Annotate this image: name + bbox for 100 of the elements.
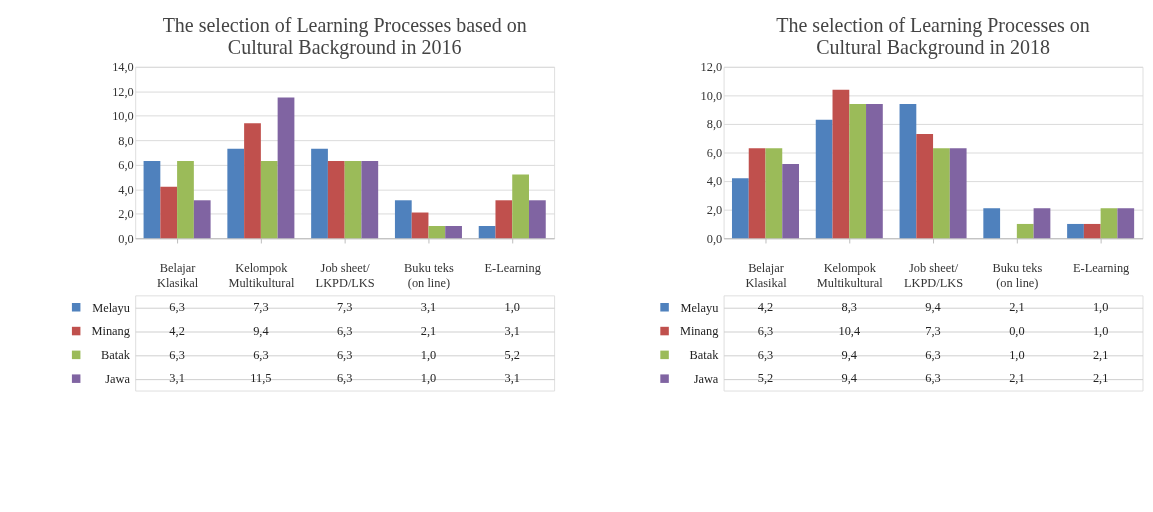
bar <box>227 148 245 239</box>
data-label: 10,4 <box>838 323 861 338</box>
data-label: 3,1 <box>504 371 520 386</box>
data-label: 1,0 <box>1092 300 1109 315</box>
y-tick-label: 4,0 <box>118 182 134 197</box>
bar <box>361 161 379 239</box>
data-label: 5,2 <box>504 347 520 362</box>
data-label: 9,4 <box>925 300 941 315</box>
y-tick-label: 8,0 <box>118 133 134 148</box>
bar <box>1016 223 1034 239</box>
y-tick-label: 8,0 <box>706 117 723 132</box>
y-tick-label: 6,0 <box>706 145 723 160</box>
y-tick-label: 2,0 <box>118 207 134 222</box>
data-label: 1,0 <box>1092 323 1109 338</box>
bar <box>177 161 194 239</box>
y-tick-label: 14,0 <box>112 60 134 75</box>
x-tick-label: Buku teks (on line) <box>404 261 454 291</box>
bar <box>411 212 429 239</box>
bar <box>478 225 496 239</box>
data-label: 6,3 <box>169 347 185 362</box>
legend-label: Minang <box>91 324 130 339</box>
bar <box>394 200 412 239</box>
bar <box>849 103 867 239</box>
y-tick-label: 12,0 <box>700 60 723 75</box>
data-label: 2,1 <box>1009 300 1025 315</box>
data-label: 5,2 <box>757 371 774 386</box>
x-tick-label: E-Learning <box>484 261 541 276</box>
data-label: 9,4 <box>841 371 857 386</box>
bar <box>1033 208 1051 239</box>
x-tick-label: Belajar Klasikal <box>156 261 199 291</box>
bar <box>765 148 783 239</box>
bar <box>428 225 446 239</box>
bar <box>344 161 362 239</box>
y-tick-label: 4,0 <box>706 174 723 189</box>
bar <box>933 148 950 239</box>
legend-label: Jawa <box>105 371 131 386</box>
y-tick-label: 6,0 <box>118 158 134 173</box>
data-label: 7,3 <box>336 300 353 315</box>
bar <box>528 200 546 239</box>
data-label: 4,2 <box>169 323 185 338</box>
bar <box>1117 208 1135 239</box>
data-label: 6,3 <box>757 347 774 362</box>
data-label: 11,5 <box>250 371 272 386</box>
legend-label: Melayu <box>680 300 719 315</box>
data-label: 1,0 <box>1009 347 1025 362</box>
bar <box>244 123 261 239</box>
bar <box>983 208 1001 239</box>
data-label: 6,3 <box>925 371 941 386</box>
data-label: 1,0 <box>504 300 520 315</box>
data-label: 7,3 <box>253 300 269 315</box>
bar <box>899 103 917 239</box>
chart-title: The selection of Learning Processes on Cultural Background in 2018 <box>776 13 1090 59</box>
bar <box>445 225 462 239</box>
data-label: 6,3 <box>757 323 774 338</box>
legend-label: Batak <box>101 348 131 363</box>
bar <box>311 148 328 239</box>
data-label: 1,0 <box>420 347 437 362</box>
y-tick-label: 0,0 <box>706 231 723 246</box>
bar <box>949 148 967 239</box>
data-label: 6,3 <box>925 347 941 362</box>
data-label: 6,3 <box>253 347 269 362</box>
bar <box>1067 223 1084 239</box>
data-label: 2,1 <box>1092 371 1109 386</box>
bar <box>160 186 178 239</box>
bar <box>832 89 850 239</box>
data-label: 2,1 <box>1092 347 1109 362</box>
data-label: 2,1 <box>420 323 437 338</box>
bar <box>512 174 529 239</box>
data-label: 3,1 <box>420 300 437 315</box>
bar <box>866 103 883 239</box>
data-label: 3,1 <box>504 323 520 338</box>
chart-title: The selection of Learning Processes based on Cultural Background in 2016 <box>162 13 527 59</box>
data-label: 4,2 <box>757 300 774 315</box>
data-label: 3,1 <box>169 371 185 386</box>
data-label: 2,1 <box>1009 371 1025 386</box>
data-label: 8,3 <box>841 300 857 315</box>
legend-label: Melayu <box>92 300 130 315</box>
bar <box>748 148 766 239</box>
y-tick-label: 10,0 <box>700 88 723 103</box>
data-label: 6,3 <box>169 300 185 315</box>
y-tick-label: 10,0 <box>112 109 134 124</box>
y-tick-label: 0,0 <box>118 231 134 246</box>
y-tick-label: 2,0 <box>706 202 723 217</box>
bar <box>1083 223 1101 239</box>
bar <box>495 200 513 239</box>
legend-label: Minang <box>679 324 719 339</box>
data-label: 6,3 <box>336 371 353 386</box>
bar <box>782 163 800 239</box>
x-tick-label: Buku teks (on line) <box>992 261 1043 291</box>
bar <box>916 133 934 239</box>
bar <box>731 178 749 239</box>
bar <box>1100 208 1118 239</box>
data-label: 7,3 <box>925 323 941 338</box>
data-label: 0,0 <box>1009 323 1025 338</box>
x-tick-label: E-Learning <box>1072 261 1130 276</box>
data-label: 6,3 <box>336 347 353 362</box>
y-tick-label: 12,0 <box>112 84 134 99</box>
data-label: 9,4 <box>841 347 857 362</box>
legend-label: Batak <box>689 348 720 363</box>
bar <box>193 200 211 239</box>
